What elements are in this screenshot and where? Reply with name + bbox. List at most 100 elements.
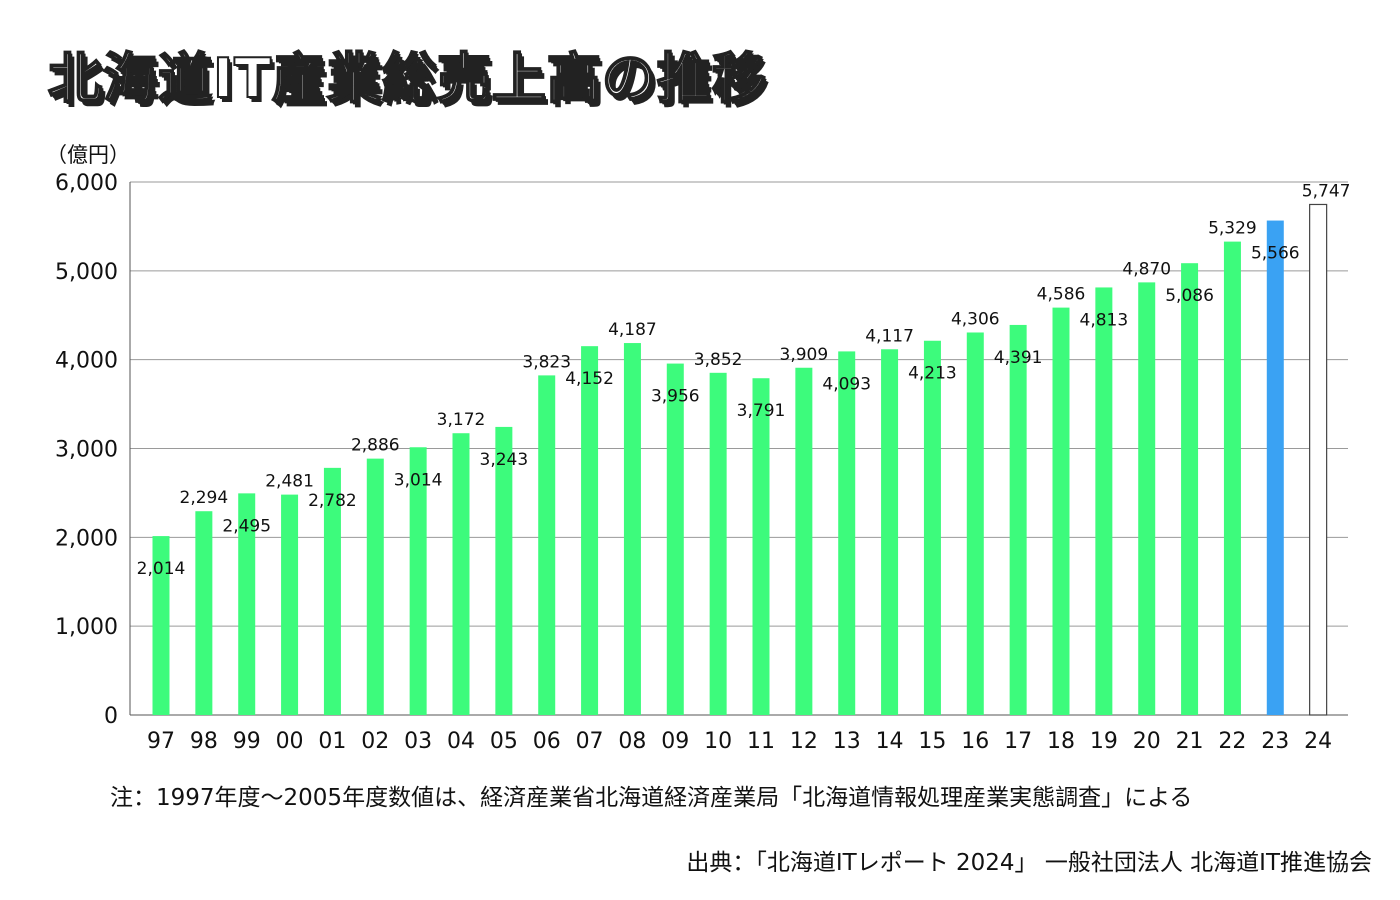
data-note: 注：1997年度～2005年度数値は、経済産業省北海道経済産業局「北海道情報処理…: [110, 785, 1193, 811]
x-tick-label: 15: [918, 729, 946, 754]
bar-03: [409, 447, 427, 715]
bar-01: [323, 467, 341, 715]
value-label-15: 4,213: [908, 364, 957, 384]
bar-16: [966, 332, 984, 715]
value-label-99: 2,495: [222, 516, 271, 536]
x-tick-label: 99: [233, 729, 261, 754]
x-tick-label: 22: [1218, 729, 1246, 754]
x-tick-label: 08: [618, 729, 646, 754]
value-label-21: 5,086: [1165, 286, 1214, 306]
value-label-10: 3,852: [694, 350, 743, 370]
x-tick-label: 10: [704, 729, 732, 754]
value-label-18: 4,586: [1037, 285, 1086, 305]
value-label-17: 4,391: [994, 348, 1043, 368]
bar-15: [923, 340, 941, 715]
x-tick-label: 12: [790, 729, 818, 754]
value-label-04: 3,172: [437, 410, 486, 430]
x-tick-label: 00: [276, 729, 304, 754]
y-tick-label: 5,000: [55, 260, 118, 285]
bar-02: [366, 458, 384, 715]
x-tick-label: 24: [1304, 729, 1332, 754]
x-tick-label: 97: [147, 729, 175, 754]
x-tick-label: 09: [661, 729, 689, 754]
x-tick-label: 05: [490, 729, 518, 754]
value-label-97: 2,014: [137, 559, 186, 579]
x-tick-label: 07: [576, 729, 604, 754]
bar-98: [195, 511, 213, 715]
value-label-16: 4,306: [951, 309, 1000, 329]
bar-13: [838, 351, 856, 715]
value-label-19: 4,813: [1080, 310, 1129, 330]
bar-17: [1009, 324, 1027, 715]
bar-05: [495, 426, 513, 715]
x-tick-label: 06: [533, 729, 561, 754]
y-axis-unit-label: （億円）: [46, 143, 130, 167]
x-tick-label: 01: [318, 729, 346, 754]
bar-14: [881, 349, 899, 715]
bar-06: [538, 375, 556, 715]
value-label-11: 3,791: [737, 401, 786, 421]
x-tick-label: 14: [876, 729, 904, 754]
value-label-00: 2,481: [265, 472, 314, 492]
value-label-09: 3,956: [651, 387, 700, 407]
x-tick-label: 23: [1261, 729, 1289, 754]
y-axis-ticks: 0 1,000 2,000 3,000 4,000 5,000 6,000: [55, 171, 118, 729]
source-credit: 出典：「北海道ITレポート 2024」 一般社団法人 北海道IT推進協会: [686, 850, 1372, 876]
x-tick-label: 98: [190, 729, 218, 754]
bar-12: [795, 367, 813, 715]
y-tick-label: 2,000: [55, 526, 118, 551]
bars: [152, 203, 1328, 716]
x-tick-label: 17: [1004, 729, 1032, 754]
bar-07: [581, 346, 599, 715]
x-tick-label: 13: [833, 729, 861, 754]
value-label-05: 3,243: [480, 450, 529, 470]
value-label-22: 5,329: [1208, 219, 1257, 239]
bar-04: [452, 433, 470, 715]
value-label-07: 4,152: [565, 369, 614, 389]
value-label-12: 3,909: [780, 345, 829, 365]
bar-08: [623, 343, 641, 715]
bar-20: [1138, 282, 1156, 715]
value-label-23: 5,566: [1251, 244, 1300, 264]
bar-19: [1095, 287, 1113, 715]
bar-23: [1266, 220, 1284, 716]
bar-11: [752, 378, 770, 715]
x-tick-label: 11: [747, 729, 775, 754]
y-tick-label: 0: [104, 704, 118, 729]
value-label-14: 4,117: [865, 326, 914, 346]
y-tick-label: 3,000: [55, 438, 118, 463]
y-tick-label: 4,000: [55, 349, 118, 374]
value-label-98: 2,294: [180, 488, 229, 508]
x-tick-label: 21: [1176, 729, 1204, 754]
bar-18: [1052, 307, 1070, 715]
x-axis-ticks: 97 98 99 00 01 02 03 04 05 06 07 08 09 10 11 12 13 14 15 16…: [147, 729, 1332, 754]
bar-24: [1309, 203, 1328, 716]
bar-10: [709, 372, 727, 715]
bar-09: [666, 363, 684, 715]
chart-title: 北海道IT産業総売上高の推移: [47, 46, 767, 111]
x-tick-label: 19: [1090, 729, 1118, 754]
value-label-01: 2,782: [308, 491, 357, 511]
bar-22: [1223, 241, 1241, 715]
x-tick-label: 20: [1133, 729, 1161, 754]
x-tick-label: 18: [1047, 729, 1075, 754]
x-tick-label: 03: [404, 729, 432, 754]
bar-00: [281, 494, 299, 715]
x-tick-label: 02: [361, 729, 389, 754]
x-tick-label: 16: [961, 729, 989, 754]
bar-97: [152, 536, 170, 715]
value-label-06: 3,823: [522, 352, 571, 372]
value-label-02: 2,886: [351, 436, 400, 456]
x-tick-label: 04: [447, 729, 475, 754]
bar-21: [1181, 263, 1199, 715]
value-label-03: 3,014: [394, 470, 443, 490]
y-tick-label: 1,000: [55, 615, 118, 640]
y-tick-label: 6,000: [55, 171, 118, 196]
bar-99: [238, 493, 256, 715]
value-label-20: 4,870: [1122, 259, 1171, 279]
value-label-24: 5,747: [1302, 181, 1351, 201]
value-label-13: 4,093: [822, 374, 871, 394]
value-label-08: 4,187: [608, 320, 657, 340]
